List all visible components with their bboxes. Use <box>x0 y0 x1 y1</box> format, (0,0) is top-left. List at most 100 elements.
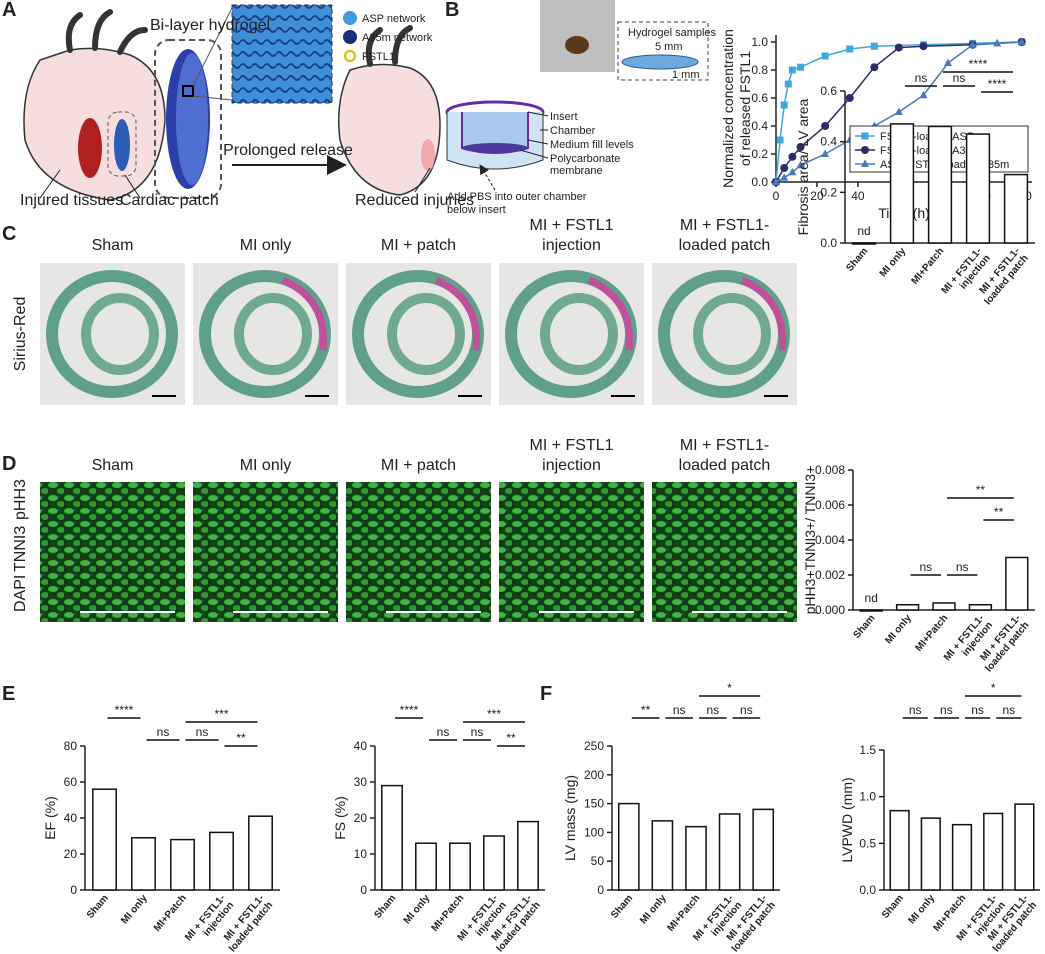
y-tick-label: 40 <box>64 811 78 825</box>
diagram-label-line: Polycarbonate <box>550 153 620 165</box>
data-point <box>821 52 829 60</box>
y-tick-label: 1.0 <box>751 35 768 49</box>
group-title-line: MI only <box>240 237 292 254</box>
significance-label: *** <box>487 707 501 721</box>
micrograph <box>499 482 644 622</box>
significance-label: **** <box>400 703 419 717</box>
bar <box>889 123 915 244</box>
y-tick-label: 1.0 <box>859 790 876 804</box>
stain-label: DAPI <box>12 575 29 612</box>
data-point <box>870 63 879 72</box>
significance-label: ns <box>919 560 932 574</box>
micrograph <box>652 263 797 405</box>
data-point <box>788 152 797 161</box>
group-title-line: loaded patch <box>679 457 771 474</box>
significance-label: * <box>991 681 996 695</box>
data-point <box>919 42 928 51</box>
tissue-ring <box>693 293 771 375</box>
tissue-ring <box>234 293 312 375</box>
group-title-line: MI + FSTL1 <box>529 437 613 454</box>
group-title: MI + FSTL1- loaded patch <box>679 437 771 474</box>
y-tick-label: 250 <box>584 739 604 753</box>
group-title: MI + FSTL1- loaded patch <box>679 217 771 254</box>
group-title-line: MI + FSTL1- <box>680 217 769 234</box>
legend-marker <box>861 146 869 154</box>
significance-label: **** <box>988 77 1007 91</box>
y-tick-label: 0 <box>597 883 604 897</box>
x-tick-label-line: Sham <box>85 893 111 921</box>
significance-label: **** <box>969 57 988 71</box>
y-tick-label: 0.2 <box>751 147 768 161</box>
bar <box>517 820 539 891</box>
x-tick-label-line: MI only <box>878 246 909 280</box>
x-tick-label: Sham <box>844 246 870 274</box>
group-title-line: MI + patch <box>381 457 456 474</box>
micrograph <box>652 482 797 622</box>
group-title-line: injection <box>542 457 601 474</box>
y-axis-label: FS (%) <box>332 796 348 840</box>
x-tick-label: Sham <box>609 893 635 921</box>
significance-label: ns <box>673 703 686 717</box>
group-title: Sham <box>92 237 134 254</box>
micrograph <box>346 482 491 622</box>
panel-b-leaders <box>519 111 549 159</box>
group-title-line: Sham <box>92 457 134 474</box>
y-tick-label: 100 <box>584 825 604 839</box>
data-point <box>944 58 953 66</box>
group-title-line: MI + patch <box>381 237 456 254</box>
data-point <box>776 136 784 144</box>
bar <box>895 604 920 611</box>
note: nd <box>865 591 878 605</box>
diagram-label: Medium fill levels <box>550 139 634 151</box>
y-tick-label: 0.000 <box>815 603 845 617</box>
x-tick-label: Sham <box>852 613 878 641</box>
bar <box>920 817 941 891</box>
data-point <box>1017 37 1026 45</box>
y-axis-label: LVPWD (mm) <box>839 777 855 862</box>
data-point <box>894 107 903 115</box>
x-tick-label-line: Sham <box>372 893 398 921</box>
bar <box>983 812 1004 891</box>
y-tick-label: 0.5 <box>859 836 876 850</box>
x-tick-label: MI+Patch <box>665 893 702 934</box>
data-point <box>968 40 977 48</box>
data-point <box>846 45 854 53</box>
leader-line <box>414 167 431 193</box>
leader-line <box>39 169 61 199</box>
diagram-note: Add PBS into outer chamber below insert <box>447 191 587 216</box>
micrograph <box>193 263 338 405</box>
y-tick-label: 0.8 <box>751 63 768 77</box>
data-point <box>788 167 797 176</box>
significance-label: ns <box>915 71 928 85</box>
leader-line <box>124 174 141 199</box>
group-title: MI + FSTL1 injection <box>529 437 613 474</box>
panel-label: E <box>2 683 15 705</box>
group-title: MI only <box>240 457 292 474</box>
x-tick-label-line: Sham <box>609 893 635 921</box>
x-tick-label: MI only <box>907 893 938 927</box>
bar <box>449 842 471 891</box>
legend-label: FSTL1 <box>362 51 395 63</box>
x-tick-label: MI+Patch <box>909 246 946 287</box>
bar <box>951 823 973 891</box>
y-axis-label-line: of released FSTL1 <box>737 51 753 166</box>
bar <box>851 242 877 245</box>
series-line <box>775 41 1022 183</box>
x-tick-label-line: MI only <box>402 893 433 927</box>
y-tick-label: 0 <box>70 883 77 897</box>
bar <box>685 825 707 891</box>
x-tick-label: MI only <box>638 893 669 927</box>
significance-label: ns <box>909 703 922 717</box>
significance-label: ** <box>994 505 1004 519</box>
group-title-line: Sham <box>92 237 134 254</box>
micrograph <box>193 482 338 622</box>
diagram-note-line: below insert <box>447 204 506 216</box>
micrograph <box>499 263 644 405</box>
fibrosis <box>587 276 633 351</box>
bar <box>859 609 883 612</box>
significance-label: ns <box>437 725 450 739</box>
micrograph <box>40 482 185 622</box>
y-tick-label: 0 <box>360 883 367 897</box>
diagram-label: Polycarbonate membrane <box>550 153 620 177</box>
